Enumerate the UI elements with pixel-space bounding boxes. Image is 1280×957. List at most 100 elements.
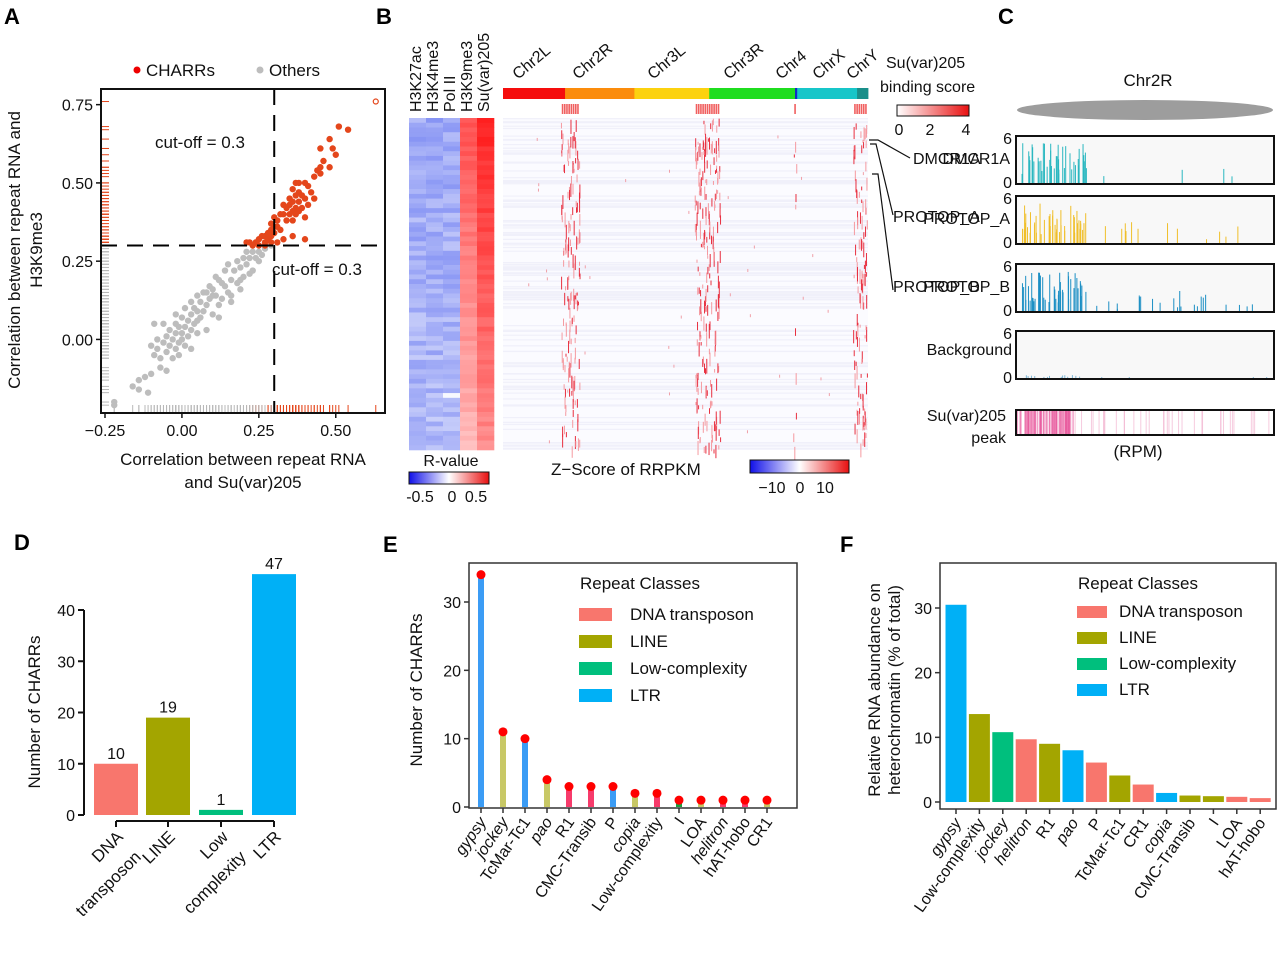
lollipop-stem-copia [632, 793, 638, 807]
zscore-row-stripe [503, 416, 868, 419]
heatmap-cell [426, 426, 444, 432]
data-point-charrs [292, 211, 299, 218]
peak-mark [1220, 410, 1222, 435]
heatmap-cell [443, 359, 461, 365]
zscore-sparse-cell [538, 183, 540, 187]
heatmap-cell [426, 435, 444, 441]
heatmap-cell [460, 288, 478, 294]
zscore-hotspot [713, 449, 715, 454]
heatmap-cell [426, 307, 444, 313]
chromosome-segment-chrx [797, 88, 858, 99]
zscore-hotspot [717, 311, 719, 321]
zscore-hotspot [711, 439, 713, 452]
callout-line-protop-b [872, 173, 894, 291]
heatmap-cell [443, 312, 461, 318]
x-tick-label: I [1206, 816, 1222, 829]
zscore-hotspot [708, 138, 710, 142]
zscore-hotspot [707, 304, 709, 316]
zscore-hotspot [717, 261, 719, 274]
heatmap-cell [409, 227, 427, 233]
heatmap-cell [460, 255, 478, 261]
zscore-row-stripe [503, 147, 868, 149]
panel-letter-f: F [840, 532, 853, 557]
x-tick-label: CR1 [744, 814, 776, 850]
zscore-hotspot [860, 279, 862, 291]
track-y-tick: 6 [1003, 191, 1012, 208]
heatmap-cell [460, 407, 478, 413]
zscore-hotspot [718, 145, 720, 158]
heatmap-cell [426, 174, 444, 180]
heatmap-cell [477, 378, 495, 384]
zscore-hotspot [718, 306, 720, 319]
zscore-hotspot [853, 330, 855, 344]
zscore-row-stripe [503, 334, 868, 336]
zscore-hotspot [697, 374, 699, 388]
peak-mark [1250, 410, 1252, 435]
zscore-hotspot [570, 214, 572, 220]
data-point-others [111, 401, 118, 409]
heatmap-cell [409, 160, 427, 166]
heatmap-cell [409, 155, 427, 161]
lollipop-marker-i [674, 795, 684, 805]
zscore-hotspot [699, 182, 701, 192]
peak-mark [1252, 410, 1254, 435]
heatmap-cell [409, 340, 427, 346]
heatmap-cell [477, 298, 495, 304]
data-point-others [166, 326, 173, 334]
heatmap-cell [460, 340, 478, 346]
peak-mark [1074, 410, 1076, 435]
heatmap-cell [460, 388, 478, 394]
heatmap-cell [460, 359, 478, 365]
zscore-hotspot [565, 412, 567, 416]
heatmap-cell [409, 136, 427, 143]
zscore-hotspot [865, 226, 867, 237]
heatmap-cell [443, 265, 461, 271]
zscore-row-stripe [503, 421, 868, 424]
zscore-sparse-cell [528, 283, 530, 287]
chromosome-ideogram [1017, 100, 1273, 120]
legend-title: Repeat Classes [1078, 574, 1198, 593]
data-point-others [227, 276, 235, 284]
zscore-hotspot [708, 442, 710, 456]
zscore-hotspot [705, 306, 707, 312]
zscore-row-stripe [503, 296, 868, 299]
zscore-hotspot [705, 288, 707, 302]
lollipop-stem-tcmar-tc1 [522, 738, 528, 807]
bar-i [1202, 796, 1224, 802]
heatmap-cell [477, 231, 495, 237]
data-point-others [237, 264, 244, 271]
data-point-others [187, 326, 195, 334]
zscore-sparse-cell [625, 179, 627, 183]
heatmap-cell [460, 236, 478, 242]
heatmap-cell [477, 217, 495, 223]
heatmap-cell [409, 307, 427, 313]
zscore-row-stripe [503, 387, 868, 389]
zscore-hotspot [865, 325, 867, 331]
zscore-hotspot [579, 273, 581, 280]
heatmap-cell [443, 321, 461, 327]
heatmap-cell [426, 378, 444, 384]
heatmap-cell [460, 279, 478, 285]
heatmap-cell [477, 212, 495, 218]
heatmap-cell [477, 269, 495, 275]
zscore-hotspot [713, 246, 715, 261]
heatmap-cell [426, 127, 444, 133]
zscore-row-stripe [503, 153, 868, 155]
chromosome-label-chry: ChrY [844, 46, 883, 83]
peak-mark [1062, 410, 1064, 435]
zscore-hotspot [574, 400, 576, 406]
heatmap-cell [409, 393, 427, 399]
zscore-hotspot [718, 429, 720, 436]
heatmap-cell [477, 246, 495, 252]
heatmap-cell [443, 184, 461, 190]
heatmap-cell [426, 312, 444, 318]
zscore-hotspot [572, 390, 574, 403]
zscore-sparse-cell [707, 255, 709, 259]
zscore-sparse-cell [584, 351, 586, 355]
zscore-hotspot [697, 440, 699, 456]
zscore-hotspot [718, 138, 720, 151]
heatmap-cell [409, 321, 427, 327]
zscore-hotspot [570, 338, 572, 345]
heatmap-column-label: Su(var)205 [476, 33, 493, 112]
lollipop-stem-gypsy [478, 574, 484, 807]
